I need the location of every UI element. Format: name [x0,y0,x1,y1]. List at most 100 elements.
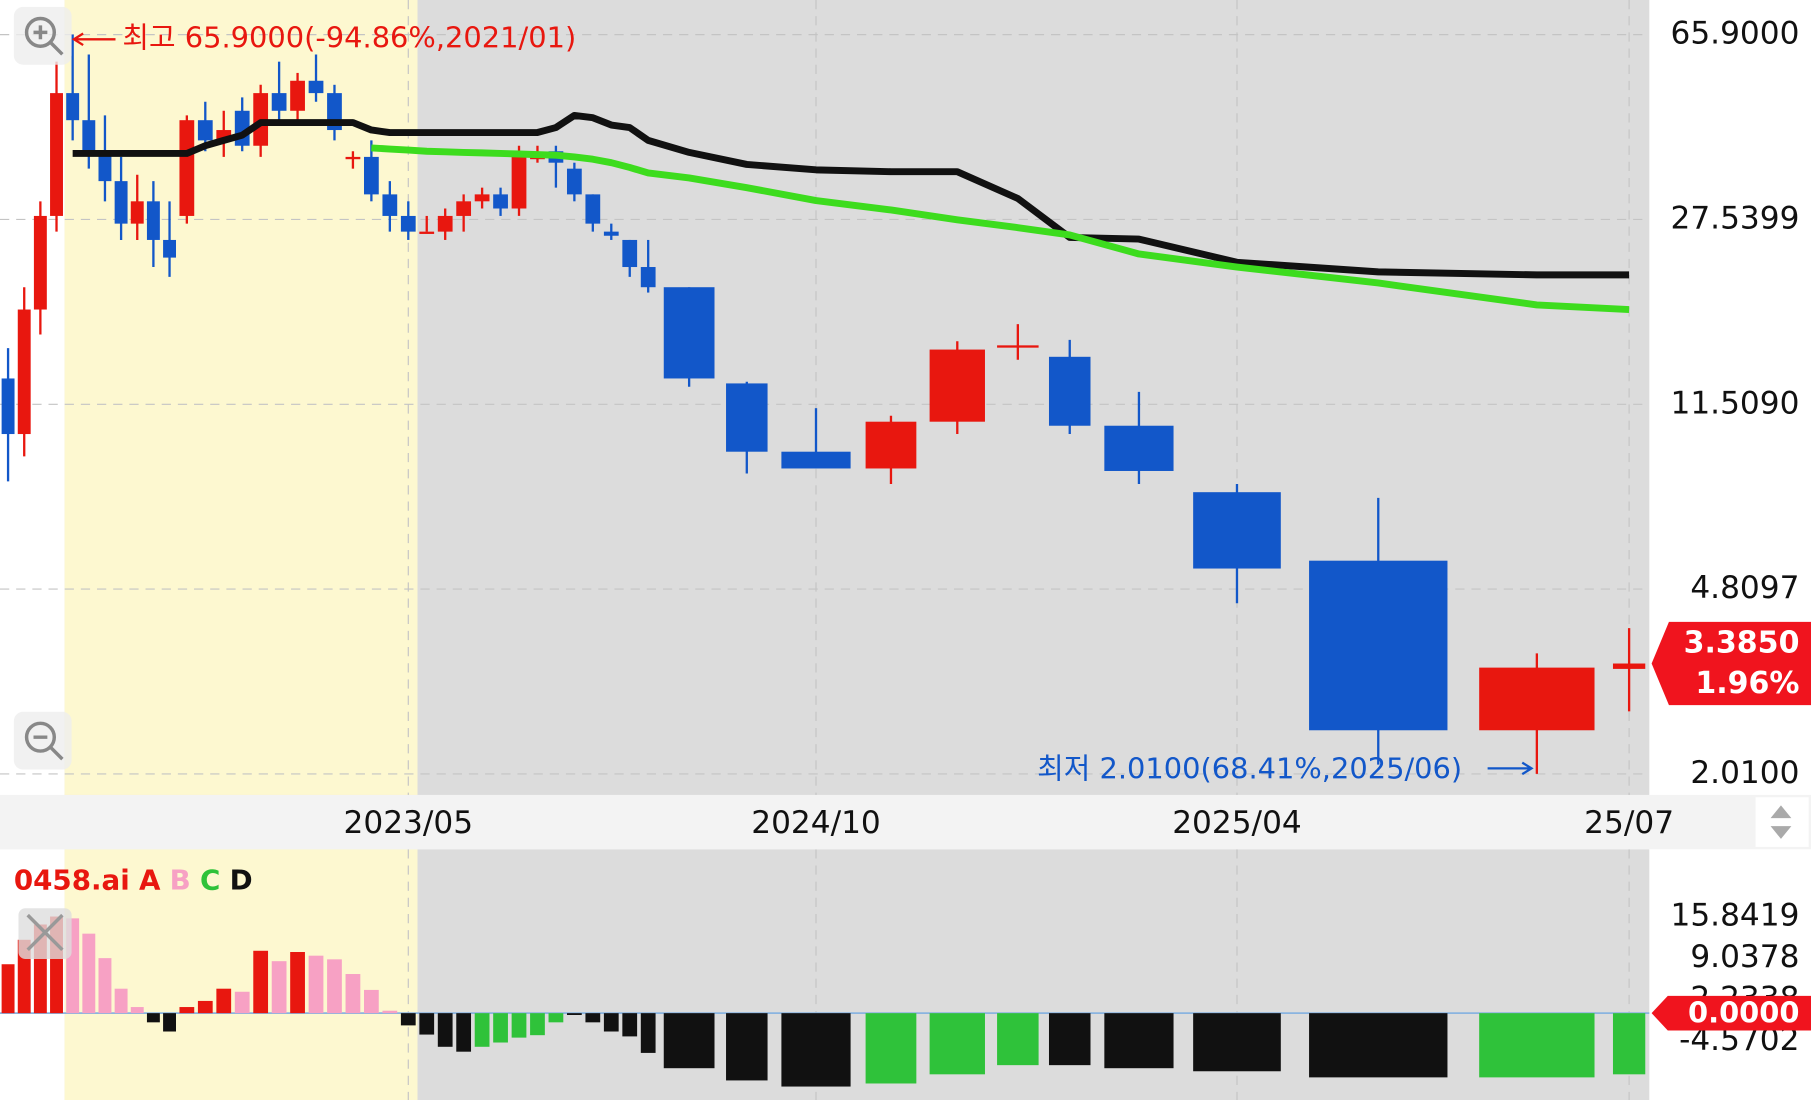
x-axis-strip [0,794,1811,850]
histogram-bar [82,933,96,1014]
histogram-bar [997,1013,1039,1066]
candle-body [197,120,213,141]
histogram-bar [603,1013,619,1032]
histogram-bar [663,1013,715,1069]
y-tick-label: 11.5090 [1671,385,1800,421]
zoom-out-lens[interactable] [24,721,57,753]
histogram-bar [530,1013,545,1036]
histogram-bar [271,961,287,1014]
histogram-bar [146,1013,160,1023]
histogram-bar [308,955,324,1014]
candle-body [437,215,453,232]
histogram-bar [511,1013,527,1038]
candle-body [1,378,15,435]
candle-body [640,267,656,288]
candle-body [1479,667,1595,731]
legend-entry: B [170,864,191,897]
candle-body [66,93,80,121]
histogram-bar [865,1013,917,1084]
candle-body [1048,356,1091,426]
zero-tag-label: 0.0000 [1688,995,1799,1029]
candle-body [271,93,287,111]
candle-body [130,201,144,224]
candle-body [726,383,768,452]
y-tick-label: 15.8419 [1671,897,1800,933]
histogram-bar [929,1013,985,1075]
zero-tag [1651,995,1811,1031]
scroll-bg[interactable] [1755,797,1809,847]
close-glyph[interactable] [26,913,64,952]
histogram-bar [114,988,128,1014]
close-indicator[interactable] [18,908,72,960]
legend-entry: A [139,864,161,897]
price-tag [1651,621,1811,706]
candle-body [474,194,490,202]
candle-body [1193,492,1281,569]
price-tag-label: 3.3850 [1684,625,1800,660]
candle-body [33,215,47,310]
candle-body [216,130,232,141]
candle-body [493,194,508,209]
histogram-bar [1,964,15,1014]
histogram-bar [566,1013,582,1015]
histogram-bar [197,1000,213,1014]
high-annotation: 최고 65.9000(-94.86%,2021/01) [122,20,576,54]
y-tick-label: 65.9000 [1671,16,1800,52]
candle-body [1309,560,1448,731]
candle-body [163,239,177,258]
candle-body [997,345,1039,348]
candle-body [290,80,305,111]
histogram-bar [1104,1013,1174,1069]
zoom-in[interactable] [13,6,72,65]
histogram-bar [1048,1013,1091,1066]
price-tag-label: 1.96% [1695,666,1799,701]
zoom-out[interactable] [13,711,72,770]
histogram-bar [1193,1013,1281,1072]
candle-body [566,168,582,195]
y-tick-label: 27.5399 [1671,200,1800,236]
zoom-in-glyph[interactable] [33,25,64,56]
y-tick-label: 4.8097 [1690,570,1799,606]
candle-body [585,194,601,224]
candle-body [929,349,985,422]
histogram-bar [474,1013,490,1047]
candle-body [17,309,31,435]
moving-average [371,144,1630,314]
histogram-bar [98,958,112,1014]
plot-layer [0,0,1650,1100]
candle-body [364,156,379,195]
histogram-bar [456,1013,472,1052]
histogram-bar [622,1013,638,1037]
x-tick-label: 2024/10 [751,805,881,841]
candle-body [82,120,96,152]
zoom-out-bg[interactable] [13,711,72,770]
candle-body [308,80,324,94]
histogram-bar [327,959,342,1014]
zoom-in-lens[interactable] [24,16,57,48]
zoom-in-bg[interactable] [13,6,72,65]
candle-body [663,287,715,379]
scroll-glyph[interactable] [1770,805,1792,839]
histogram-bar [1479,1013,1595,1078]
histogram-bar [345,974,361,1014]
histogram-bar [179,1007,195,1014]
x-tick-label: 2025/04 [1172,805,1302,841]
candle-body [781,451,851,469]
moving-average [72,111,1630,279]
candle-body [511,151,527,209]
histogram-bar [548,1013,564,1023]
scroll-arrows[interactable] [1755,797,1809,847]
candle-body [400,215,416,232]
histogram-bar [1612,1013,1646,1075]
candle-body [382,194,398,216]
low-annotation: 최저 2.0100(68.41%,2025/06) [1037,752,1462,786]
candle-body [345,156,361,160]
histogram-bar [640,1013,656,1053]
histogram-bar [364,989,379,1014]
overlay-layer: 65.9000 27.5399 11.5090 4.8097 2.0100 2023/05… [14,16,1811,1058]
zoom-out-glyph[interactable] [33,735,64,761]
histogram-bar [290,952,305,1014]
histogram-bar [216,988,232,1014]
histogram-bar [493,1013,508,1043]
